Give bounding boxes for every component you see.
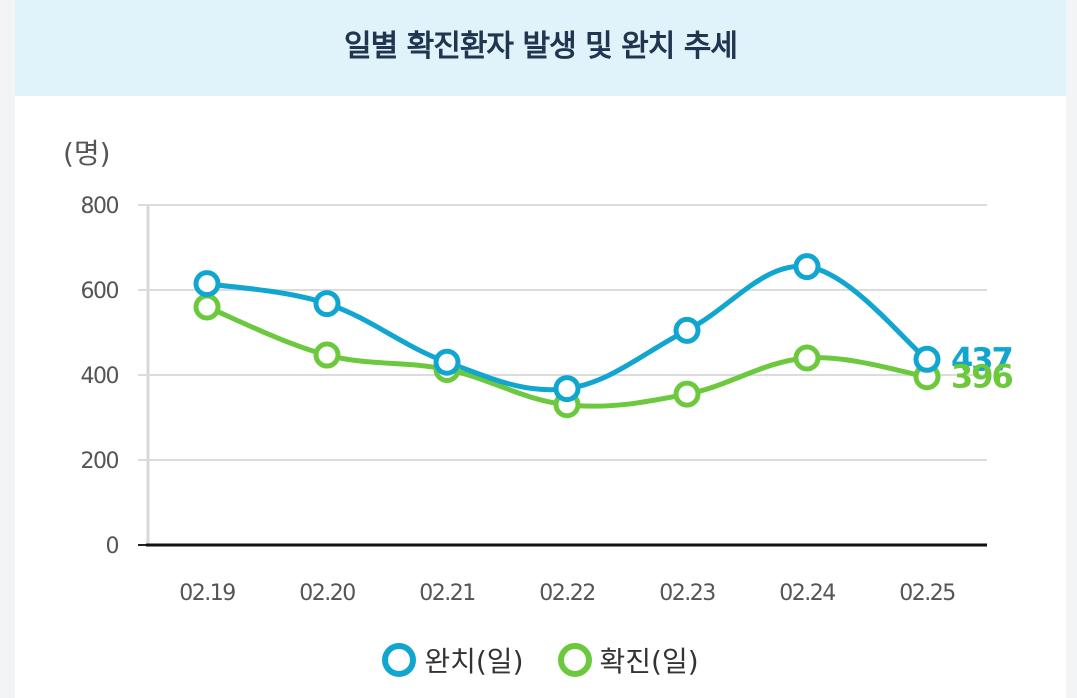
legend-label-confirmed: 확진(일): [599, 645, 699, 678]
legend-marker-icon: [382, 643, 417, 677]
legend-item-confirmed[interactable]: 확진(일): [557, 640, 699, 680]
data-point: [193, 293, 221, 321]
data-point: [193, 270, 221, 298]
data-point: [433, 348, 461, 376]
data-point: [673, 316, 701, 344]
x-tick-label: 02.22: [539, 581, 594, 606]
legend-item-recovered[interactable]: 완치(일): [382, 640, 524, 680]
y-tick-label: 800: [81, 194, 119, 219]
line-chart: 0 200 400 600 800 02.19 02.20 02.21 02.22 02.23 02…: [81, 194, 1015, 606]
x-tick-label: 02.24: [779, 581, 835, 606]
y-axis-unit-label: (명): [63, 137, 111, 170]
legend-label-recovered: 완치(일): [424, 645, 524, 678]
series-line-0: [204, 263, 930, 393]
chart-title: 일별 확진환자 발생 및 완치 추세: [343, 29, 738, 64]
end-value-label: 437: [951, 340, 1012, 378]
chart-header: 일별 확진환자 발생 및 완치 추세: [15, 0, 1066, 96]
x-tick-label: 02.21: [419, 581, 474, 606]
x-tick-label: 02.19: [179, 581, 235, 606]
legend-marker-icon: [557, 643, 592, 677]
data-point: [313, 341, 341, 369]
chart-legend: 완치(일) 확진(일): [15, 640, 1066, 680]
data-point: [793, 344, 821, 372]
data-point: [913, 345, 941, 373]
y-tick-label: 400: [81, 364, 119, 389]
y-tick-label: 0: [106, 534, 119, 559]
data-point: [673, 380, 701, 408]
chart-card: 일별 확진환자 발생 및 완치 추세 (명) 0 200 400 600 800 02.1…: [15, 0, 1066, 698]
end-value-label: 396: [951, 358, 1013, 396]
x-tick-label: 02.20: [299, 581, 355, 606]
data-point: [313, 290, 341, 318]
x-tick-label: 02.23: [659, 581, 715, 606]
data-point: [793, 253, 821, 281]
x-tick-label: 02.25: [899, 581, 955, 606]
data-point: [553, 375, 581, 403]
y-tick-label: 600: [81, 279, 119, 304]
y-tick-label: 200: [81, 449, 119, 474]
